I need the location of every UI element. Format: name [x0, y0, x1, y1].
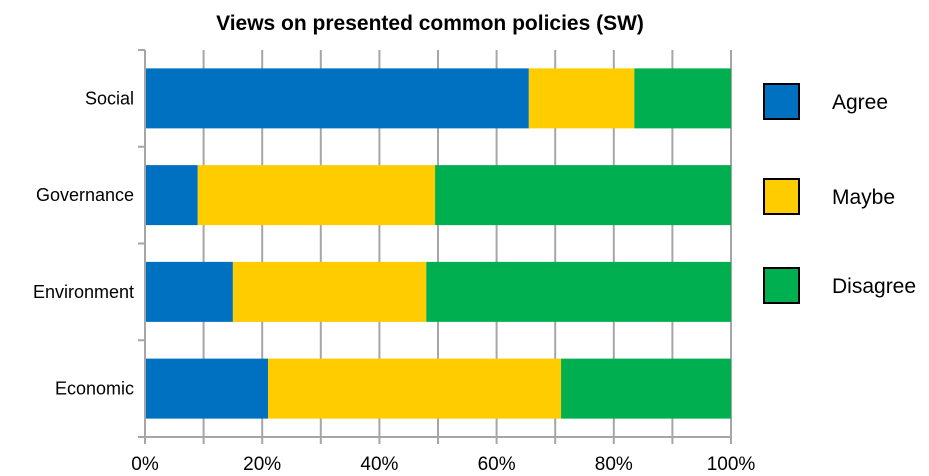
- axes: [138, 49, 732, 444]
- bars: [145, 68, 731, 419]
- legend-swatch-agree: [763, 83, 800, 120]
- x-tick-label: 80%: [595, 454, 633, 475]
- bar-social-maybe: [528, 68, 635, 129]
- category-label: Economic: [55, 379, 134, 399]
- legend-label-agree: Agree: [832, 91, 888, 114]
- bar-economic-maybe: [268, 358, 562, 419]
- category-label: Social: [85, 88, 134, 108]
- category-label: Governance: [36, 185, 134, 205]
- bar-governance-disagree: [435, 165, 731, 226]
- bar-economic-agree: [145, 358, 269, 419]
- x-tick-label: 100%: [707, 454, 756, 475]
- category-label: Environment: [33, 282, 134, 302]
- chart-title: Views on presented common policies (SW): [216, 12, 644, 35]
- x-tick-label: 20%: [243, 454, 281, 475]
- legend-label-disagree: Disagree: [832, 275, 916, 298]
- bar-environment-disagree: [426, 261, 731, 322]
- axis-labels: Social Governance Environment Economic 0% 20%…: [33, 88, 755, 475]
- x-tick-label: 0%: [131, 454, 159, 475]
- bar-governance-maybe: [197, 165, 436, 226]
- bar-social-agree: [145, 68, 529, 129]
- bar-governance-agree: [145, 165, 198, 226]
- bar-environment-maybe: [232, 261, 427, 322]
- x-tick-label: 40%: [360, 454, 398, 475]
- x-tick-label: 60%: [478, 454, 516, 475]
- bar-economic-disagree: [561, 358, 731, 419]
- legend-label-maybe: Maybe: [832, 186, 895, 209]
- legend-swatch-maybe: [763, 178, 800, 215]
- legend-swatch-disagree: [763, 267, 800, 304]
- bar-environment-agree: [145, 261, 233, 322]
- bar-social-disagree: [634, 68, 731, 129]
- legend: Agree Maybe Disagree: [763, 83, 916, 304]
